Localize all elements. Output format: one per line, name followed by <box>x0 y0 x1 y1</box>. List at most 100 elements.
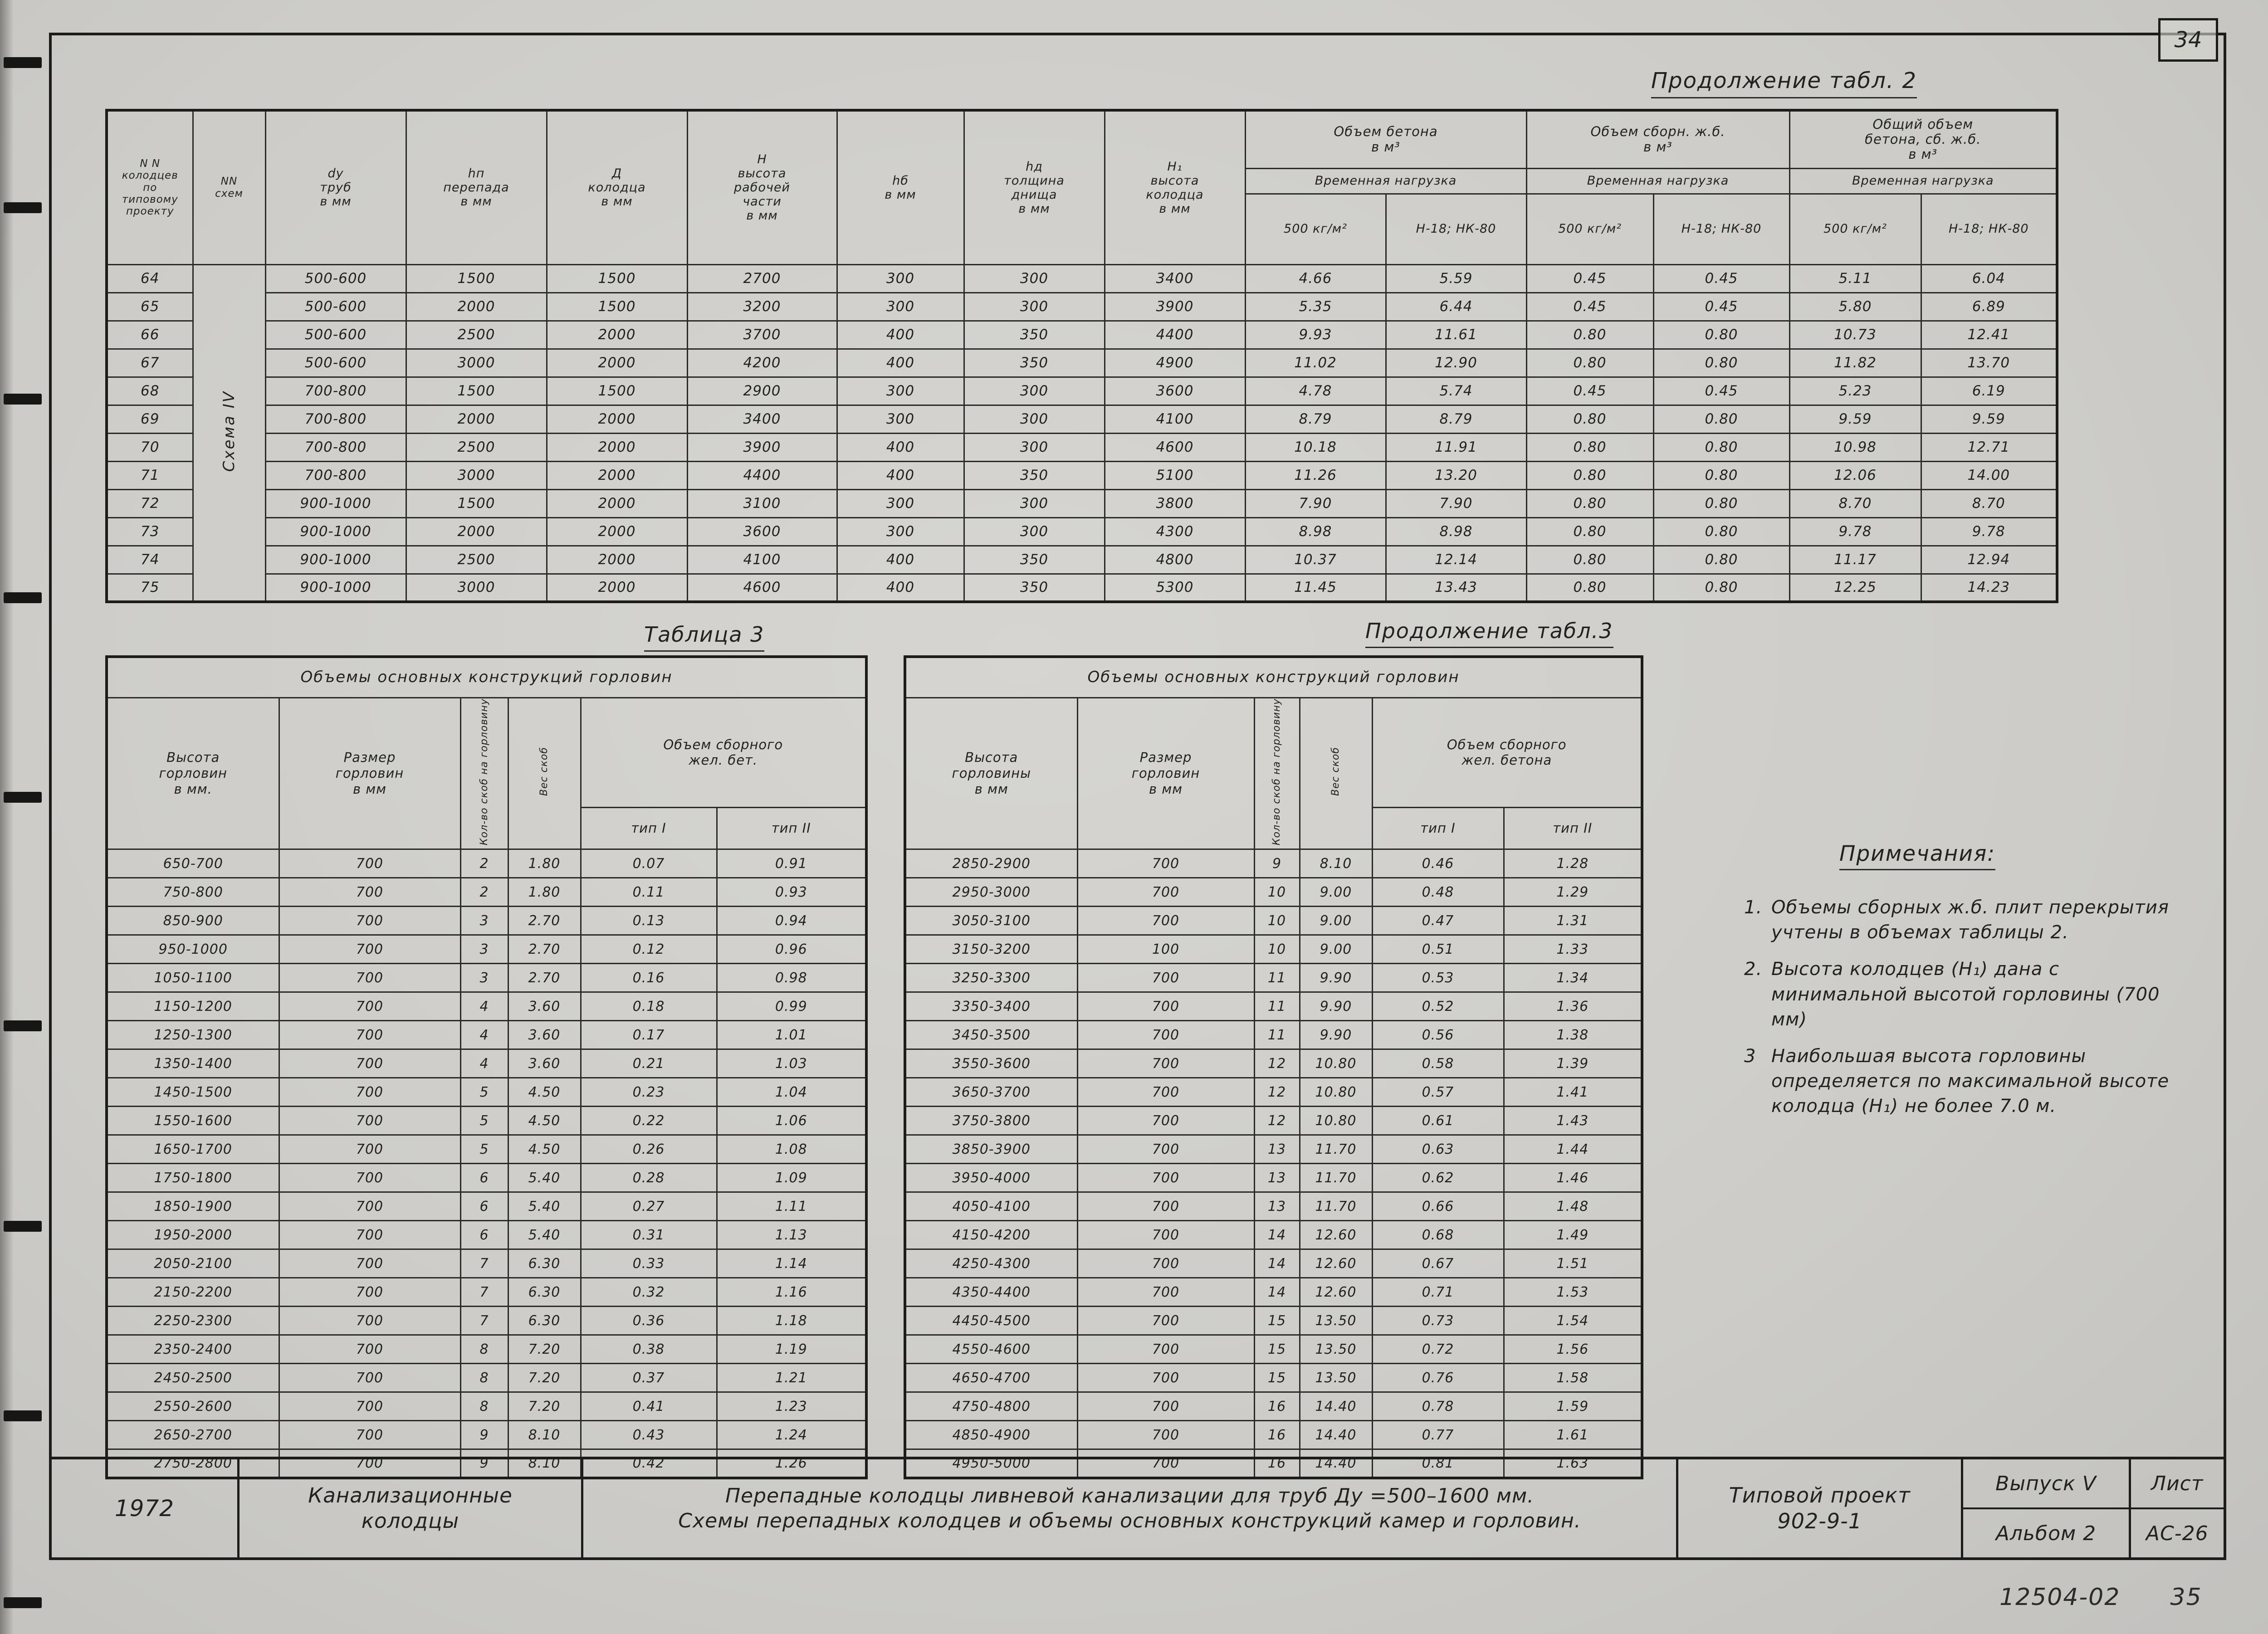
table-row: 64 Схема IV 500-600 1500 1500 2700 300 300 3400 4… <box>106 263 2058 603</box>
table-cell: 850-900 <box>106 906 280 936</box>
table-cell: 0.27 <box>580 1191 718 1222</box>
table-cell: 5.11 <box>1789 263 1922 293</box>
binding-mark <box>4 1221 42 1232</box>
table-cell: 700 <box>278 991 461 1022</box>
table-cell: 9.93 <box>1244 320 1387 350</box>
table-cell: 0.45 <box>1652 292 1790 322</box>
table-cell: 300 <box>836 376 965 406</box>
table-cell: 4550-4600 <box>904 1334 1078 1365</box>
group-header-precast-volume: Объем сборного жел. бетона <box>1371 697 1643 809</box>
table-cell: 0.80 <box>1652 404 1790 434</box>
table-cell: 300 <box>963 263 1105 293</box>
binding-mark <box>4 57 42 68</box>
table-cell: 2.70 <box>507 963 582 993</box>
table-cell: 9 <box>459 1449 509 1479</box>
table-cell: 0.33 <box>580 1249 718 1279</box>
table-cell: 67 <box>106 348 194 378</box>
table-cell: 11.70 <box>1299 1134 1373 1165</box>
table-cell: 700 <box>1076 1334 1255 1365</box>
table-cell: 10 <box>1253 877 1300 907</box>
column-header-staple-count: Кол-во скоб на горловину <box>1253 697 1300 850</box>
table-cell: 0.43 <box>580 1420 718 1450</box>
table-cell: 0.51 <box>1371 934 1505 965</box>
table-cell: 2000 <box>546 517 688 546</box>
table-cell: 3000 <box>405 460 547 490</box>
table-cell: 4300 <box>1104 517 1246 546</box>
notes-title: Примечания: <box>1839 841 1996 870</box>
table-row: 3650-3700 700 12 10.80 0.57 1.41 <box>904 1077 1643 1107</box>
table-row: 1750-1800 700 6 5.40 0.28 1.09 <box>106 1163 867 1193</box>
table-cell: 7 <box>459 1306 509 1336</box>
table-cell: 0.80 <box>1525 573 1654 603</box>
table-cell: 1.28 <box>1503 849 1643 879</box>
table-cell: 700 <box>1076 1220 1255 1250</box>
table-cell: 8.70 <box>1789 488 1922 518</box>
table-cell: 700 <box>1076 1363 1255 1393</box>
staple-count-label: Кол-во скоб на горловину <box>1271 698 1282 845</box>
table-cell: 10.80 <box>1299 1049 1373 1079</box>
column-header-scheme-no: NN схем <box>192 109 266 265</box>
table-cell: 900-1000 <box>264 517 407 546</box>
table-cell: 10.37 <box>1244 545 1387 575</box>
table-cell: 3250-3300 <box>904 963 1078 993</box>
table-cell: 5100 <box>1104 460 1246 490</box>
table-cell: 4750-4800 <box>904 1391 1078 1422</box>
table-cell: 9.59 <box>1920 404 2058 434</box>
table-cell: 700 <box>278 1391 461 1422</box>
table-cell: 74 <box>106 545 194 575</box>
table-cell: 13 <box>1253 1134 1300 1165</box>
table-cell: 1450-1500 <box>106 1077 280 1107</box>
table-cell: 3850-3900 <box>904 1134 1078 1165</box>
table-cell: 1.34 <box>1503 963 1643 993</box>
table2-wells: N N колодцев по типовому проекту NN схем… <box>105 109 2059 603</box>
table-cell: 4150-4200 <box>904 1220 1078 1250</box>
note-text: Объемы сборных ж.б. плит перекрытия учте… <box>1771 897 2169 943</box>
table-cell: 8.79 <box>1244 404 1387 434</box>
table-cell: 10.98 <box>1789 432 1922 462</box>
scan-edge-shadow <box>0 0 14 1634</box>
table-cell: 0.41 <box>580 1391 718 1422</box>
table-row: 1850-1900 700 6 5.40 0.27 1.11 <box>106 1191 867 1222</box>
table-cell: 1.13 <box>716 1220 867 1250</box>
column-header-h: H высота рабочей части в мм <box>686 109 838 265</box>
table-cell: 1.04 <box>716 1077 867 1107</box>
note-number: 1. <box>1744 897 1763 918</box>
table-cell: 11 <box>1253 963 1300 993</box>
table-cell: 9.90 <box>1299 1020 1373 1050</box>
title-block: 1972 Канализационные колодцы Перепадные … <box>49 1457 2226 1560</box>
table-cell: 0.66 <box>1371 1191 1505 1222</box>
table-cell: 1.16 <box>716 1277 867 1307</box>
table-cell: 10.73 <box>1789 320 1922 350</box>
table-cell: 0.16 <box>580 963 718 993</box>
table-cell: 3050-3100 <box>904 906 1078 936</box>
table-cell: 0.73 <box>1371 1306 1505 1336</box>
table-cell: 0.47 <box>1371 906 1505 936</box>
table-cell: 400 <box>836 432 965 462</box>
table-cell: 4250-4300 <box>904 1249 1078 1279</box>
table-cell: 3.60 <box>507 1049 582 1079</box>
table-cell: 0.58 <box>1371 1049 1505 1079</box>
table-cell: 4850-4900 <box>904 1420 1078 1450</box>
year-cell: 1972 <box>114 1495 175 1522</box>
table-cell: 0.11 <box>580 877 718 907</box>
table-cell: 6.19 <box>1920 376 2058 406</box>
table-row: 74 900-1000 2500 2000 4100 400 350 4800 10.37 12.… <box>106 545 2058 575</box>
table-row: 4550-4600 700 15 13.50 0.72 1.56 <box>904 1334 1643 1365</box>
table-cell: 64 <box>106 263 194 293</box>
table-cell: 1.43 <box>1503 1106 1643 1136</box>
table-cell: 2850-2900 <box>904 849 1078 879</box>
table-cell: 3900 <box>686 432 838 462</box>
table-cell: 400 <box>836 348 965 378</box>
sheet-cell: Лист АС-26 <box>2128 1459 2224 1557</box>
table-cell: 3800 <box>1104 488 1246 518</box>
table-cell: 6.44 <box>1385 292 1527 322</box>
table-cell: 700 <box>278 877 461 907</box>
table-cell: 9.00 <box>1299 934 1373 965</box>
table-cell: 5.80 <box>1789 292 1922 322</box>
table-cell: 11.82 <box>1789 348 1922 378</box>
table-cell: 16 <box>1253 1391 1300 1422</box>
table-cell: 8 <box>459 1363 509 1393</box>
table-cell: 350 <box>963 460 1105 490</box>
table-cell: 700 <box>278 1106 461 1136</box>
table-cell: 300 <box>963 404 1105 434</box>
